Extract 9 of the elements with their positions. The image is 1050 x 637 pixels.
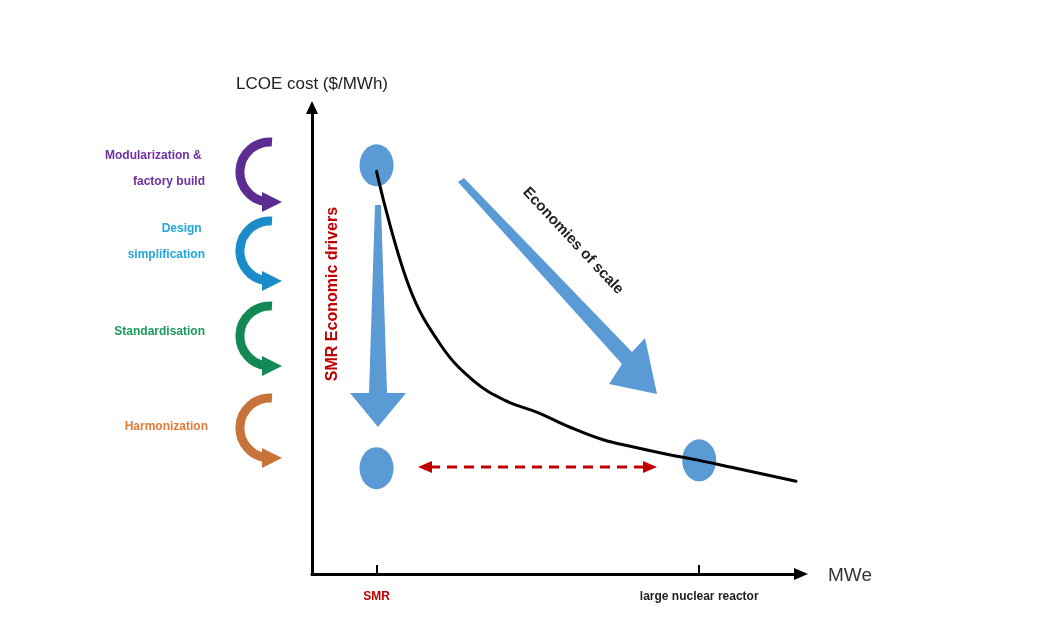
- x-tick-label: SMR: [363, 589, 391, 603]
- y-axis-title: LCOE cost ($/MWh): [235, 74, 389, 93]
- x-tick-label: large nuclear reactor: [639, 589, 759, 603]
- text: Modularization & factory build: [105, 148, 205, 188]
- annotation: SMR Economic drivers: [322, 206, 340, 382]
- text: Harmonization: [124, 419, 208, 433]
- text: Design simplification: [127, 221, 205, 261]
- x-axis-title: MWe: [828, 563, 872, 585]
- text: Standardisation: [114, 324, 205, 338]
